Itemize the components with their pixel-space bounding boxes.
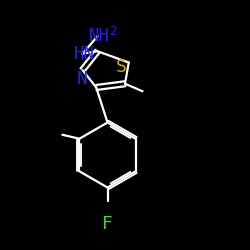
Text: F: F: [102, 215, 113, 233]
Text: 2: 2: [109, 25, 116, 38]
Text: NH: NH: [89, 27, 110, 45]
Text: N: N: [77, 70, 88, 88]
Text: S: S: [116, 58, 127, 76]
Text: HN: HN: [74, 45, 95, 63]
